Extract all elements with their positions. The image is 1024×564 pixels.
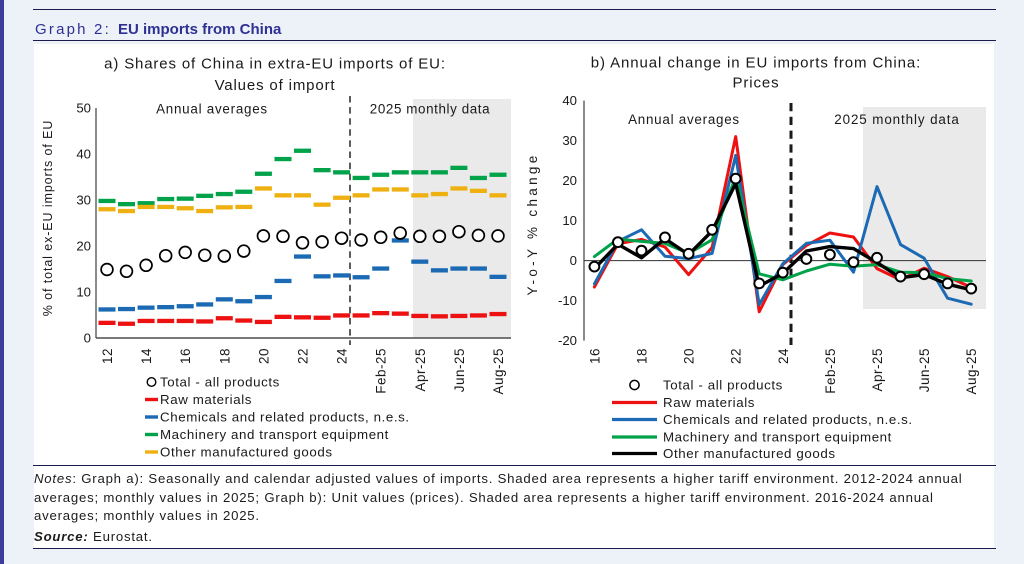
svg-text:24: 24 (776, 348, 791, 364)
svg-text:Jun-25: Jun-25 (917, 348, 932, 392)
svg-text:12: 12 (100, 348, 115, 364)
svg-text:Other manufactured goods: Other manufactured goods (663, 446, 836, 461)
svg-text:22: 22 (729, 348, 744, 364)
svg-text:Other manufactured goods: Other manufactured goods (160, 445, 333, 460)
svg-text:18: 18 (217, 348, 232, 364)
svg-text:20: 20 (76, 239, 91, 254)
svg-text:b) Annual change in EU imports: b) Annual change in EU imports from Chin… (591, 55, 921, 72)
svg-text:Machinery and transport equipm: Machinery and transport equipment (663, 430, 892, 445)
svg-text:2025 monthly data: 2025 monthly data (370, 102, 490, 117)
svg-text:Values of import: Values of import (215, 77, 336, 94)
svg-text:20: 20 (682, 348, 697, 364)
svg-text:2025 monthly data: 2025 monthly data (834, 112, 959, 127)
svg-text:24: 24 (335, 348, 350, 364)
svg-text:Machinery and transport equipm: Machinery and transport equipment (160, 427, 389, 442)
svg-text:a) Shares of China in extra-EU: a) Shares of China in extra-EU imports o… (104, 56, 446, 73)
svg-text:Total - all products: Total - all products (160, 375, 280, 390)
svg-text:16: 16 (587, 348, 602, 364)
svg-text:20: 20 (562, 173, 577, 188)
svg-text:30: 30 (562, 133, 577, 148)
svg-text:Y-o-Y % change: Y-o-Y % change (525, 152, 540, 295)
svg-text:Feb-25: Feb-25 (823, 348, 838, 394)
svg-text:Apr-25: Apr-25 (870, 348, 885, 392)
svg-text:Aug-25: Aug-25 (964, 348, 979, 395)
svg-text:Raw materials: Raw materials (663, 395, 755, 410)
svg-text:Raw materials: Raw materials (160, 392, 252, 407)
svg-text:Annual averages: Annual averages (156, 102, 268, 117)
svg-text:20: 20 (256, 348, 271, 364)
svg-text:30: 30 (76, 193, 91, 208)
svg-text:Chemicals and related products: Chemicals and related products, n.e.s. (663, 412, 913, 427)
svg-text:-20: -20 (558, 333, 577, 348)
svg-text:Total - all products: Total - all products (663, 378, 783, 393)
svg-text:14: 14 (139, 348, 154, 364)
svg-text:-10: -10 (558, 293, 577, 308)
svg-text:40: 40 (76, 147, 91, 162)
svg-text:10: 10 (76, 285, 91, 300)
svg-text:50: 50 (76, 101, 91, 116)
svg-text:16: 16 (178, 348, 193, 364)
svg-text:Chemicals and related products: Chemicals and related products, n.e.s. (160, 410, 410, 425)
svg-text:% of total ex-EU imports of EU: % of total ex-EU imports of EU (41, 120, 55, 317)
svg-text:18: 18 (635, 348, 650, 364)
svg-text:22: 22 (296, 348, 311, 364)
svg-text:Apr-25: Apr-25 (413, 348, 428, 392)
svg-text:0: 0 (84, 331, 91, 346)
svg-text:10: 10 (562, 213, 577, 228)
svg-text:40: 40 (562, 93, 577, 108)
svg-text:Feb-25: Feb-25 (374, 348, 389, 394)
svg-text:0: 0 (570, 253, 577, 268)
svg-text:Annual averages: Annual averages (628, 112, 740, 127)
svg-text:Jun-25: Jun-25 (452, 348, 467, 392)
svg-text:Prices: Prices (732, 75, 779, 92)
svg-text:Aug-25: Aug-25 (491, 348, 506, 395)
